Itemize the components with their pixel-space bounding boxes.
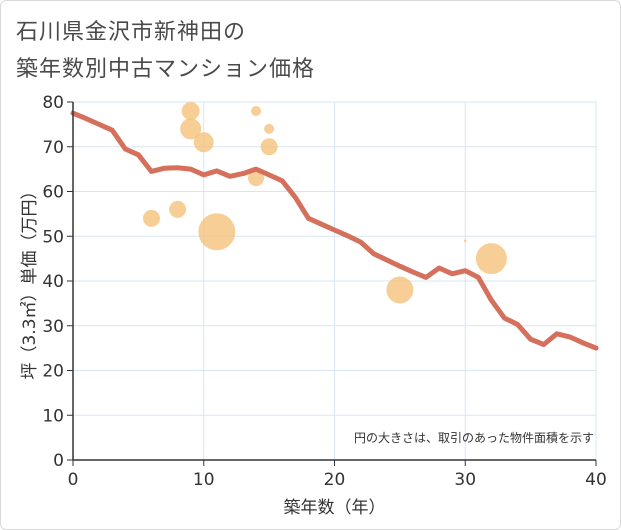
bubble-size-note: 円の大きさは、取引のあった物件面積を示す [354, 430, 594, 445]
bubble-point [251, 105, 262, 116]
y-tick-label: 70 [42, 138, 64, 158]
bubble-point [181, 101, 200, 120]
page-title-line-1: 石川県金沢市新神田の [16, 20, 247, 45]
x-tick-label: 0 [68, 470, 79, 490]
bubble-point [248, 170, 265, 187]
y-tick-label: 80 [42, 93, 64, 113]
y-axis-label: 坪（3.3㎡）単価（万円） [20, 182, 40, 379]
transaction-bubbles [142, 101, 507, 304]
x-tick-label: 30 [454, 470, 476, 490]
bubble-point [193, 132, 214, 153]
x-axis-label: 築年数（年） [284, 498, 386, 518]
bubble-point [475, 243, 507, 275]
y-tick-label: 60 [42, 183, 64, 203]
x-tick-label: 10 [193, 470, 215, 490]
bubble-point [260, 138, 278, 156]
y-tick-label: 40 [42, 272, 64, 292]
y-tick-label: 50 [42, 227, 64, 247]
y-tick-label: 0 [53, 451, 64, 471]
bubble-point [464, 239, 467, 242]
y-tick-label: 10 [42, 406, 64, 426]
bubble-point [264, 123, 275, 134]
average-price-line [70, 110, 599, 351]
bubble-point [169, 200, 187, 218]
page-title-line-2: 築年数別中古マンション価格 [16, 57, 316, 82]
x-tick-label: 20 [324, 470, 346, 490]
bubble-point [142, 209, 160, 227]
axes: 0 10 20 30 40 50 60 70 80 0 10 20 30 40 [42, 93, 606, 490]
bubble-point [386, 276, 414, 304]
y-tick-label: 30 [42, 317, 64, 337]
bubble-point [198, 213, 236, 251]
x-tick-label: 40 [585, 470, 607, 490]
bubble-point [180, 118, 202, 140]
grid-lines [72, 101, 597, 461]
y-tick-label: 20 [42, 362, 64, 382]
